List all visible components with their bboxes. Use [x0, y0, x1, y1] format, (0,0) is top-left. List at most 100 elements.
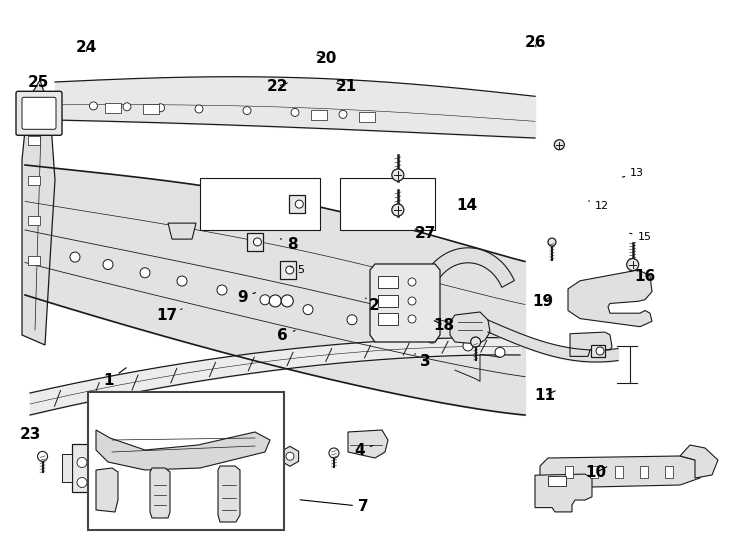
Circle shape [260, 295, 270, 305]
Bar [143, 104, 159, 114]
Circle shape [596, 347, 604, 355]
Text: 25: 25 [27, 75, 49, 90]
Polygon shape [421, 248, 515, 287]
Text: 15: 15 [630, 232, 652, 241]
Polygon shape [680, 445, 718, 478]
Circle shape [303, 305, 313, 315]
Bar [311, 110, 327, 120]
Text: 24: 24 [76, 40, 98, 55]
Polygon shape [96, 468, 118, 512]
Circle shape [103, 477, 113, 488]
Text: 3: 3 [415, 354, 431, 369]
Circle shape [195, 105, 203, 113]
Circle shape [177, 276, 187, 286]
Circle shape [392, 169, 404, 181]
Circle shape [347, 315, 357, 325]
Circle shape [70, 252, 80, 262]
Circle shape [548, 238, 556, 246]
Circle shape [103, 457, 113, 468]
Text: 13: 13 [622, 168, 644, 178]
Text: 22: 22 [266, 79, 288, 94]
Circle shape [554, 140, 564, 150]
Circle shape [463, 341, 473, 351]
Text: 26: 26 [525, 35, 547, 50]
Text: 2: 2 [366, 298, 379, 313]
Circle shape [123, 103, 131, 111]
Text: 27: 27 [415, 226, 437, 241]
Circle shape [392, 204, 404, 216]
Text: 4: 4 [355, 443, 373, 458]
Text: 14: 14 [457, 198, 477, 213]
Bar [72, 444, 144, 492]
Bar [615, 466, 623, 478]
Text: 9: 9 [237, 289, 255, 305]
Circle shape [103, 260, 113, 269]
Circle shape [37, 451, 48, 461]
Circle shape [140, 268, 150, 278]
Text: 11: 11 [534, 388, 555, 403]
FancyBboxPatch shape [22, 97, 56, 129]
Circle shape [269, 295, 281, 307]
Bar [340, 178, 435, 230]
Bar [28, 256, 40, 265]
Text: 1: 1 [103, 368, 126, 388]
Bar [28, 136, 40, 145]
Polygon shape [348, 430, 388, 458]
Polygon shape [535, 474, 592, 512]
Text: 6: 6 [277, 328, 295, 343]
Bar [359, 112, 375, 123]
Text: 18: 18 [434, 318, 454, 333]
Circle shape [291, 109, 299, 117]
Circle shape [286, 453, 294, 460]
Polygon shape [218, 466, 240, 522]
Circle shape [408, 278, 416, 286]
Bar [28, 216, 40, 225]
Bar [565, 466, 573, 478]
Text: 8: 8 [280, 237, 297, 252]
Polygon shape [570, 332, 612, 356]
Text: 5: 5 [291, 265, 305, 275]
Polygon shape [22, 80, 55, 345]
Circle shape [470, 337, 481, 347]
Bar [640, 466, 648, 478]
Polygon shape [168, 223, 196, 239]
Circle shape [408, 297, 416, 305]
Text: 20: 20 [316, 51, 338, 66]
Circle shape [408, 315, 416, 323]
Bar [28, 176, 40, 185]
Bar [280, 261, 296, 279]
Polygon shape [96, 430, 270, 470]
Text: 16: 16 [630, 269, 655, 284]
FancyBboxPatch shape [16, 91, 62, 136]
Circle shape [90, 102, 98, 110]
Bar [105, 103, 120, 113]
Text: 10: 10 [586, 465, 607, 480]
Polygon shape [370, 264, 440, 342]
Circle shape [77, 457, 87, 468]
Bar [665, 466, 673, 478]
Text: 12: 12 [589, 201, 609, 211]
Circle shape [281, 295, 294, 307]
Bar [247, 233, 264, 251]
Text: 23: 23 [20, 427, 42, 442]
Circle shape [253, 238, 261, 246]
Circle shape [156, 104, 164, 112]
Polygon shape [568, 270, 652, 327]
Bar [378, 295, 398, 307]
Circle shape [243, 106, 251, 114]
Bar [62, 455, 72, 482]
Bar [200, 178, 320, 230]
Circle shape [329, 448, 339, 458]
Bar [289, 195, 305, 213]
Bar [378, 276, 398, 288]
Text: 17: 17 [157, 308, 182, 323]
Circle shape [390, 325, 400, 335]
Circle shape [286, 266, 294, 274]
Circle shape [339, 110, 347, 118]
Polygon shape [540, 456, 702, 488]
Bar [88, 392, 284, 530]
Bar [548, 476, 566, 486]
Bar [378, 313, 398, 325]
Polygon shape [150, 468, 170, 518]
Polygon shape [450, 312, 490, 344]
